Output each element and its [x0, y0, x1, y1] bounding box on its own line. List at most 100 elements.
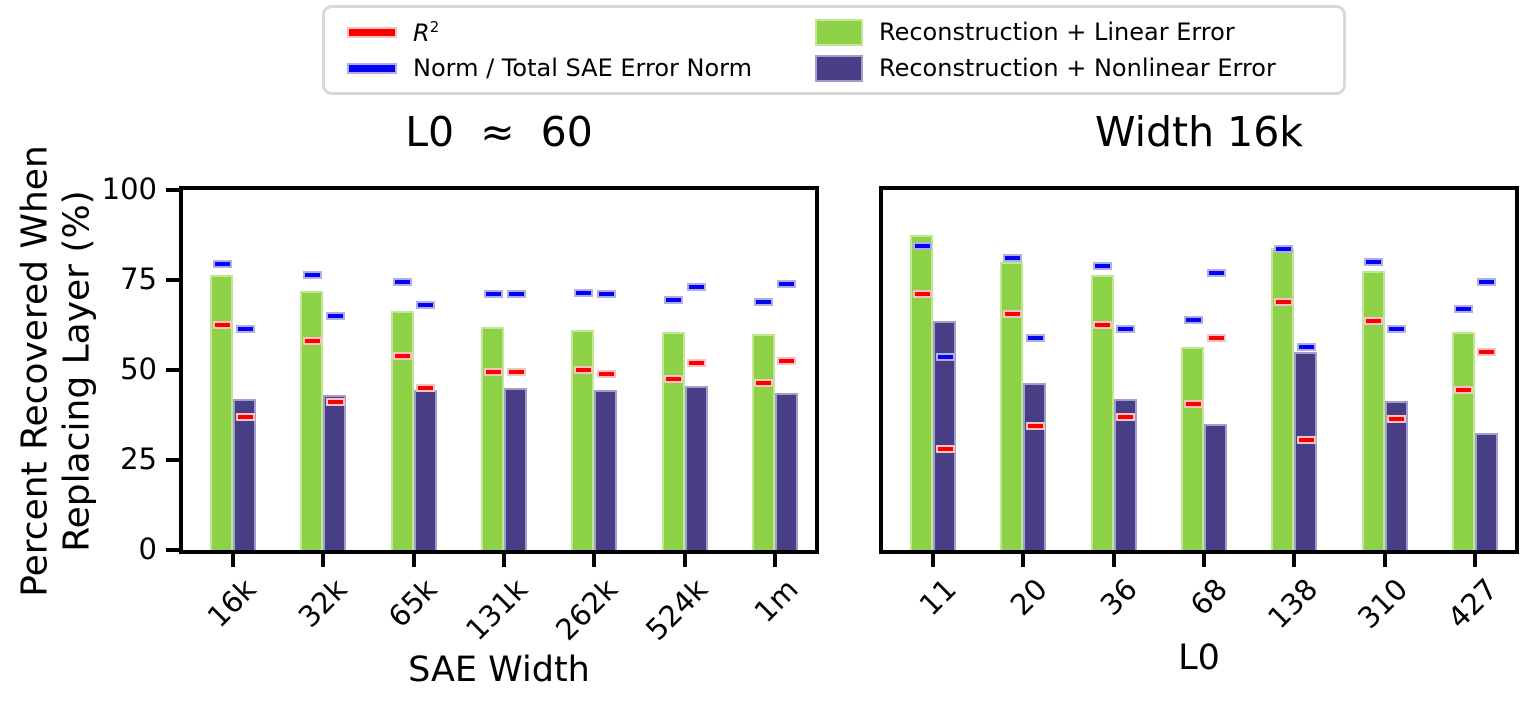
r2-marker-linear-427 — [1454, 385, 1474, 394]
y-tick-100 — [166, 188, 179, 192]
nonlinear-bar-swatch — [815, 54, 863, 82]
r2-marker-linear-36 — [1093, 321, 1113, 329]
norm-marker-nonlinear-262k — [596, 290, 616, 299]
y-axis-label-line1: Percent Recovered When — [14, 145, 56, 597]
r2-marker-linear-16k — [212, 321, 232, 329]
bar-linear-427 — [1451, 332, 1475, 550]
x-tick-11 — [931, 554, 936, 567]
bar-nonlinear-32k — [323, 395, 347, 550]
x-tick-label-32k: 32k — [291, 571, 354, 634]
bar-linear-36 — [1090, 274, 1114, 550]
x-tick-65k — [411, 554, 416, 567]
right-chart-title: Width 16k — [1094, 108, 1304, 156]
x-tick-20 — [1021, 554, 1026, 567]
bar-linear-262k — [571, 330, 595, 550]
x-tick-label-262k: 262k — [549, 571, 625, 647]
norm-marker-nonlinear-16k — [235, 324, 255, 333]
norm-marker-linear-20 — [1002, 254, 1022, 263]
norm-marker-nonlinear-1m — [777, 279, 797, 288]
x-tick-label-20: 20 — [1003, 571, 1054, 623]
left-chart-axes: 0 25 50 75 100 16k 32k 65k 131k 262k 524k 1m — [102, 175, 819, 647]
y-tick-label-25: 25 — [120, 442, 157, 476]
r2-marker-linear-131k — [483, 367, 503, 376]
r2-marker-nonlinear-32k — [325, 398, 345, 407]
bar-nonlinear-524k — [684, 386, 708, 550]
bar-nonlinear-427 — [1474, 433, 1498, 550]
x-tick-32k — [321, 554, 326, 567]
x-tick-label-65k: 65k — [381, 571, 444, 634]
r2-marker-linear-310 — [1364, 317, 1384, 326]
x-tick-label-524k: 524k — [639, 571, 715, 647]
legend-item-linear: Reconstruction + Linear Error — [815, 18, 1333, 46]
legend-item-r2: R2 — [347, 18, 815, 47]
legend-label-nonlinear: Reconstruction + Nonlinear Error — [879, 54, 1276, 82]
r2-marker-nonlinear-16k — [235, 412, 255, 421]
norm-marker-linear-1m — [754, 297, 774, 306]
legend: R2 Norm / Total SAE Error Norm Reconstruct… — [322, 5, 1346, 95]
x-tick-36 — [1111, 554, 1116, 567]
legend-label-r2-sup: 2 — [429, 17, 440, 36]
x-tick-1m — [772, 554, 777, 567]
x-tick-label-68: 68 — [1183, 571, 1234, 623]
r2-marker-linear-32k — [302, 337, 322, 346]
bar-nonlinear-138 — [1294, 352, 1318, 550]
norm-marker-linear-65k — [393, 277, 413, 286]
norm-marker-nonlinear-32k — [325, 312, 345, 320]
r2-marker-linear-1m — [754, 378, 774, 387]
r2-marker-linear-20 — [1002, 310, 1022, 319]
x-tick-524k — [682, 554, 687, 567]
legend-label-r2: R2 — [413, 17, 440, 47]
norm-marker-nonlinear-20 — [1025, 333, 1045, 342]
r2-line-swatch — [347, 26, 397, 38]
y-tick-label-100: 100 — [101, 172, 157, 206]
x-tick-label-427: 427 — [1441, 571, 1505, 636]
bar-linear-32k — [300, 290, 324, 550]
y-tick-label-75: 75 — [120, 262, 157, 296]
legend-item-nonlinear: Reconstruction + Nonlinear Error — [815, 54, 1333, 82]
r2-marker-nonlinear-131k — [506, 367, 526, 376]
left-chart-xlabel: SAE Width — [408, 650, 590, 690]
norm-marker-linear-310 — [1364, 258, 1384, 266]
r2-marker-nonlinear-138 — [1296, 436, 1316, 445]
norm-marker-linear-427 — [1454, 304, 1474, 313]
bar-nonlinear-16k — [233, 398, 257, 550]
bar-nonlinear-36 — [1113, 398, 1137, 550]
r2-marker-nonlinear-524k — [687, 358, 707, 367]
left-chart-title: L0 ≈ 60 — [405, 108, 593, 156]
r2-marker-nonlinear-36 — [1116, 412, 1136, 421]
bar-nonlinear-131k — [504, 388, 527, 550]
r2-marker-nonlinear-65k — [416, 384, 436, 392]
bar-nonlinear-262k — [594, 389, 618, 550]
y-tick-0 — [166, 548, 179, 552]
legend-label-linear: Reconstruction + Linear Error — [879, 18, 1235, 46]
x-tick-68 — [1202, 554, 1206, 567]
norm-marker-linear-11 — [912, 241, 932, 250]
norm-marker-nonlinear-68 — [1206, 268, 1226, 277]
legend-item-norm: Norm / Total SAE Error Norm — [347, 54, 815, 82]
norm-line-swatch — [347, 62, 397, 74]
norm-marker-nonlinear-524k — [687, 283, 707, 292]
r2-marker-nonlinear-68 — [1206, 333, 1226, 342]
x-tick-427 — [1472, 554, 1477, 567]
bar-nonlinear-68 — [1204, 424, 1227, 550]
y-tick-75 — [166, 278, 179, 282]
x-tick-label-1m: 1m — [747, 571, 805, 629]
bar-linear-11 — [910, 235, 934, 550]
x-tick-label-11: 11 — [912, 571, 964, 623]
r2-marker-nonlinear-427 — [1477, 348, 1497, 356]
bar-nonlinear-1m — [774, 393, 798, 550]
norm-marker-linear-32k — [302, 270, 322, 279]
norm-marker-nonlinear-65k — [416, 301, 436, 310]
r2-marker-linear-65k — [393, 351, 413, 360]
bar-linear-131k — [481, 326, 504, 550]
bar-nonlinear-310 — [1384, 400, 1408, 550]
y-tick-label-0: 0 — [138, 532, 157, 566]
bar-linear-65k — [390, 310, 414, 550]
bar-linear-16k — [210, 274, 234, 550]
x-tick-310 — [1382, 554, 1387, 567]
bar-nonlinear-11 — [933, 321, 957, 550]
x-tick-262k — [592, 554, 597, 567]
r2-marker-nonlinear-11 — [935, 445, 955, 454]
norm-marker-linear-138 — [1273, 245, 1293, 254]
